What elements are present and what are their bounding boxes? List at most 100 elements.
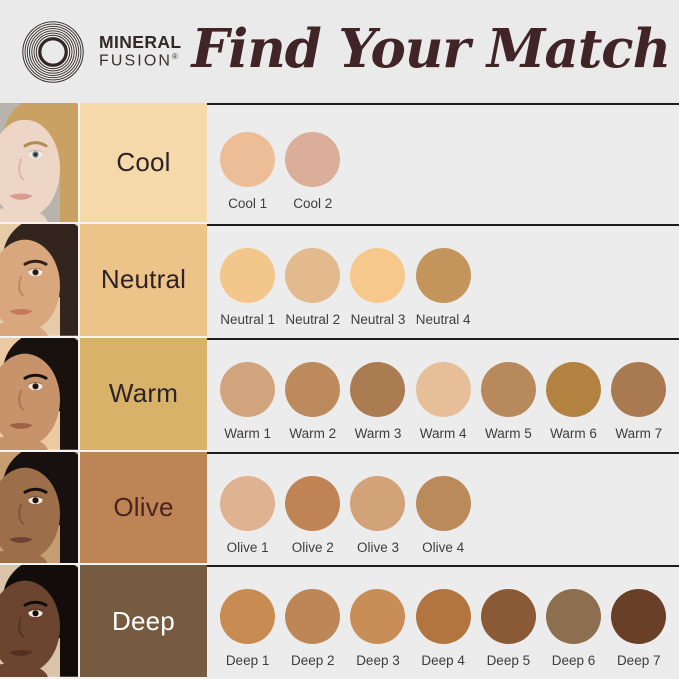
swatch-area-warm: Warm 1 Warm 2 Warm 3 Warm 4 Warm 5 Warm 6 Warm… bbox=[207, 337, 679, 452]
category-label-olive: Olive bbox=[113, 491, 174, 522]
shade-row-cool: Cool Cool 1 Cool 2 bbox=[0, 103, 679, 224]
swatch-circle-warm-3 bbox=[350, 361, 406, 417]
swatch-circle-olive-2 bbox=[285, 475, 341, 531]
swatch-warm-5: Warm 5 bbox=[476, 361, 541, 441]
swatch-label-neutral-3: Neutral 3 bbox=[350, 312, 406, 327]
swatch-circle-warm-2 bbox=[285, 361, 341, 417]
swatch-label-neutral-1: Neutral 1 bbox=[220, 312, 275, 327]
swatch-label-deep-3: Deep 3 bbox=[356, 653, 400, 669]
swatch-label-warm-3: Warm 3 bbox=[354, 425, 402, 441]
mineral-fusion-logo: MINERAL FUSION® bbox=[16, 15, 182, 89]
swatch-warm-7: Warm 7 bbox=[606, 361, 671, 441]
shade-row-warm: Warm Warm 1 Warm 2 Warm 3 Warm 4 Warm 5 Warm 6… bbox=[0, 337, 679, 452]
brand-wordmark: MINERAL FUSION® bbox=[99, 31, 182, 70]
swatch-label-warm-2: Warm 2 bbox=[289, 425, 337, 441]
swatch-deep-7: Deep 7 bbox=[606, 589, 671, 668]
swatch-circle-cool-1 bbox=[220, 132, 276, 187]
swatch-area-cool: Cool 1 Cool 2 bbox=[207, 103, 679, 224]
shade-row-neutral: Neutral Neutral 1 Neutral 2 Neutral 3 Neutra… bbox=[0, 224, 679, 338]
swatch-label-warm-4: Warm 4 bbox=[419, 425, 467, 441]
swatch-label-neutral-2: Neutral 2 bbox=[285, 312, 341, 327]
swatch-circle-olive-3 bbox=[350, 475, 406, 531]
swatch-area-neutral: Neutral 1 Neutral 2 Neutral 3 Neutral 4 bbox=[207, 224, 679, 338]
swatch-circle-cool-2 bbox=[285, 132, 341, 187]
swatch-label-deep-2: Deep 2 bbox=[291, 653, 335, 669]
logo-rings-icon bbox=[22, 20, 84, 83]
swatch-warm-2: Warm 2 bbox=[280, 361, 345, 441]
model-photo-frame-olive bbox=[0, 451, 78, 564]
category-label-deep: Deep bbox=[112, 605, 175, 636]
model-photo-cool bbox=[0, 103, 78, 222]
swatch-olive-3: Olive 3 bbox=[345, 475, 410, 555]
swatch-deep-2: Deep 2 bbox=[280, 589, 345, 668]
category-label-neutral: Neutral bbox=[100, 264, 187, 295]
swatch-label-olive-1: Olive 1 bbox=[226, 539, 269, 555]
swatch-neutral-1: Neutral 1 bbox=[215, 248, 280, 327]
swatch-warm-3: Warm 3 bbox=[345, 361, 410, 441]
shade-rows: Cool Cool 1 Cool 2 Neutral Neutral 1 Neutral … bbox=[0, 103, 679, 679]
swatch-deep-3: Deep 3 bbox=[345, 589, 410, 668]
brand-name-line2: FUSION® bbox=[99, 52, 178, 70]
swatch-circle-neutral-1 bbox=[220, 248, 276, 303]
swatch-circle-olive-1 bbox=[220, 475, 276, 531]
swatch-circle-warm-4 bbox=[415, 361, 471, 417]
swatch-warm-4: Warm 4 bbox=[411, 361, 476, 441]
swatch-label-deep-1: Deep 1 bbox=[225, 653, 270, 669]
swatch-circle-neutral-4 bbox=[415, 248, 471, 303]
swatch-warm-6: Warm 6 bbox=[541, 361, 606, 441]
swatch-label-deep-6: Deep 6 bbox=[551, 653, 596, 669]
swatch-circle-deep-6 bbox=[546, 589, 602, 645]
swatch-label-warm-1: Warm 1 bbox=[224, 425, 271, 441]
category-band-deep: Deep bbox=[80, 565, 207, 677]
swatch-label-cool-2: Cool 2 bbox=[293, 196, 333, 211]
category-band-warm: Warm bbox=[80, 337, 207, 450]
swatch-cool-2: Cool 2 bbox=[280, 132, 345, 211]
model-photo-frame-deep bbox=[0, 565, 78, 677]
swatch-label-warm-6: Warm 6 bbox=[550, 425, 597, 441]
shade-row-olive: Olive Olive 1 Olive 2 Olive 3 Olive 4 bbox=[0, 451, 679, 566]
registered-mark: ® bbox=[172, 52, 178, 62]
swatch-neutral-4: Neutral 4 bbox=[411, 248, 476, 327]
category-label-warm: Warm bbox=[108, 378, 179, 409]
swatch-label-warm-7: Warm 7 bbox=[615, 425, 663, 441]
swatch-area-olive: Olive 1 Olive 2 Olive 3 Olive 4 bbox=[207, 451, 679, 566]
swatch-deep-5: Deep 5 bbox=[476, 589, 541, 668]
swatch-circle-deep-3 bbox=[350, 589, 406, 645]
swatch-circle-olive-4 bbox=[415, 475, 471, 531]
swatch-label-olive-3: Olive 3 bbox=[356, 539, 399, 555]
swatch-label-cool-1: Cool 1 bbox=[228, 196, 268, 211]
swatch-cool-1: Cool 1 bbox=[215, 132, 280, 211]
swatch-label-olive-4: Olive 4 bbox=[422, 539, 465, 555]
swatch-deep-4: Deep 4 bbox=[411, 589, 476, 668]
model-photo-frame-warm bbox=[0, 337, 78, 450]
swatch-deep-1: Deep 1 bbox=[215, 589, 280, 668]
page-title: Find Your Match bbox=[191, 17, 672, 80]
model-photo-frame-neutral bbox=[0, 224, 78, 336]
swatch-circle-neutral-3 bbox=[350, 248, 406, 303]
swatch-label-olive-2: Olive 2 bbox=[291, 539, 334, 555]
swatch-circle-deep-1 bbox=[220, 589, 276, 645]
swatch-circle-deep-4 bbox=[415, 589, 471, 645]
model-photo-deep bbox=[0, 565, 78, 677]
swatch-olive-1: Olive 1 bbox=[215, 475, 280, 555]
swatch-circle-deep-7 bbox=[611, 589, 667, 645]
category-band-neutral: Neutral bbox=[80, 224, 207, 336]
brand-name-line1: MINERAL bbox=[99, 31, 182, 52]
swatch-warm-1: Warm 1 bbox=[215, 361, 280, 441]
swatch-circle-warm-7 bbox=[611, 361, 667, 417]
swatch-olive-2: Olive 2 bbox=[280, 475, 345, 555]
swatch-circle-neutral-2 bbox=[285, 248, 341, 303]
header: MINERAL FUSION® Find Your Match bbox=[0, 0, 679, 103]
swatch-olive-4: Olive 4 bbox=[411, 475, 476, 555]
model-photo-frame-cool bbox=[0, 103, 78, 222]
swatch-circle-deep-2 bbox=[285, 589, 341, 645]
shade-row-deep: Deep Deep 1 Deep 2 Deep 3 Deep 4 Deep 5 Deep 6… bbox=[0, 565, 679, 679]
swatch-circle-deep-5 bbox=[480, 589, 536, 645]
model-photo-warm bbox=[0, 337, 78, 450]
swatch-label-deep-7: Deep 7 bbox=[616, 653, 661, 669]
category-band-cool: Cool bbox=[80, 103, 207, 222]
swatch-neutral-3: Neutral 3 bbox=[345, 248, 410, 327]
category-label-cool: Cool bbox=[116, 147, 171, 177]
swatch-area-deep: Deep 1 Deep 2 Deep 3 Deep 4 Deep 5 Deep 6 Deep… bbox=[207, 565, 679, 679]
